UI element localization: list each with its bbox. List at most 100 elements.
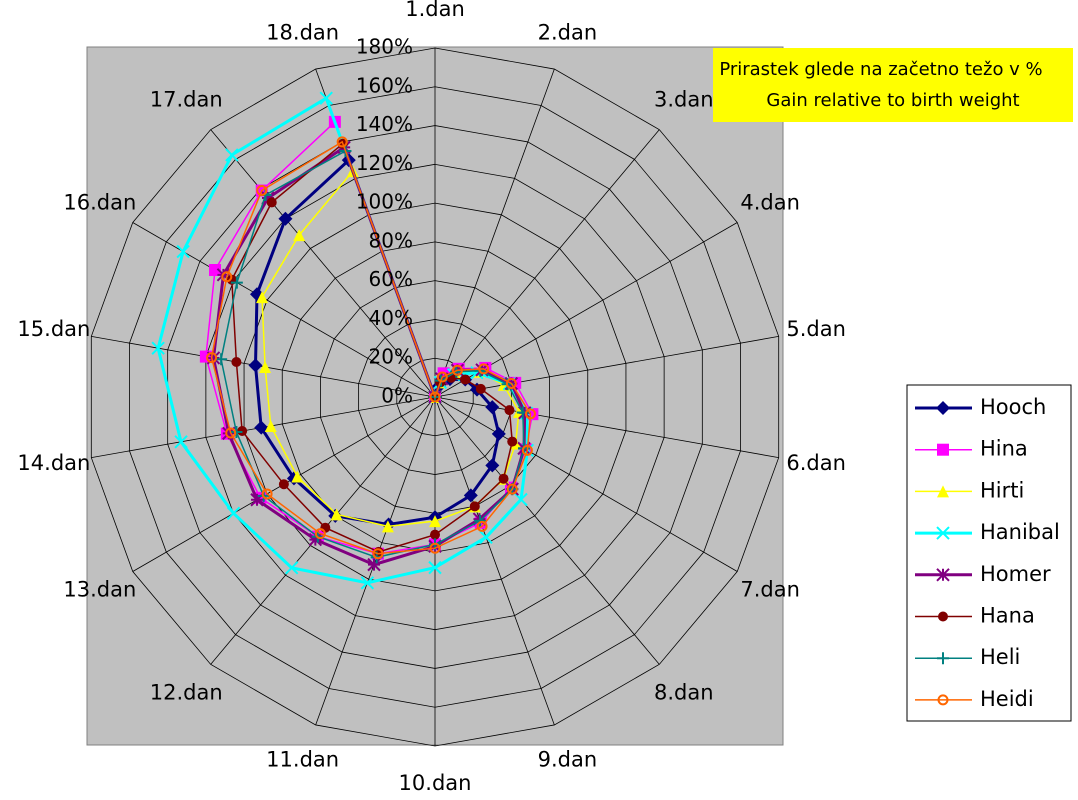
title-box bbox=[713, 48, 1073, 122]
marker bbox=[291, 470, 304, 483]
category-label: 13.dan bbox=[63, 578, 136, 602]
marker bbox=[226, 506, 241, 521]
marker bbox=[254, 420, 269, 435]
marker bbox=[256, 185, 268, 197]
marker bbox=[474, 514, 487, 527]
category-label: 4.dan bbox=[740, 191, 800, 215]
marker bbox=[937, 443, 949, 456]
marker bbox=[475, 383, 486, 394]
legend-label: Hirti bbox=[980, 478, 1024, 502]
marker bbox=[504, 405, 515, 416]
marker bbox=[264, 419, 277, 432]
marker bbox=[278, 479, 289, 490]
marker bbox=[278, 211, 293, 226]
y-tick-label: 120% bbox=[356, 151, 413, 175]
marker bbox=[209, 264, 222, 277]
category-label: 9.dan bbox=[538, 748, 598, 772]
marker bbox=[936, 568, 950, 582]
marker bbox=[937, 652, 949, 665]
spoke bbox=[434, 68, 555, 398]
marker bbox=[524, 408, 536, 420]
marker bbox=[936, 401, 950, 415]
category-label: 11.dan bbox=[266, 748, 339, 772]
marker bbox=[319, 91, 333, 105]
y-tick-label: 160% bbox=[356, 73, 413, 97]
category-label: 5.dan bbox=[786, 317, 846, 341]
category-label: 3.dan bbox=[654, 88, 714, 112]
legend-label: Hina bbox=[980, 437, 1028, 461]
spoke bbox=[210, 129, 436, 398]
marker bbox=[514, 492, 528, 507]
marker bbox=[237, 426, 248, 437]
legend-label: Hana bbox=[980, 604, 1035, 628]
y-tick-label: 20% bbox=[369, 345, 413, 369]
legend-label: Hanibal bbox=[980, 520, 1060, 544]
chart-title: Prirastek glede na začetno težo v % bbox=[719, 59, 1042, 80]
legend-label: Heli bbox=[980, 645, 1020, 669]
category-label: 10.dan bbox=[399, 771, 472, 795]
marker bbox=[266, 197, 277, 208]
category-label: 14.dan bbox=[17, 451, 90, 475]
marker bbox=[491, 426, 506, 441]
marker bbox=[478, 363, 490, 375]
marker bbox=[936, 526, 950, 540]
marker bbox=[206, 351, 221, 365]
marker bbox=[259, 361, 272, 374]
marker bbox=[429, 515, 441, 528]
y-tick-label: 140% bbox=[356, 112, 413, 136]
marker bbox=[506, 483, 518, 495]
y-tick-label: 0% bbox=[381, 384, 413, 408]
marker bbox=[476, 520, 488, 532]
marker bbox=[937, 694, 949, 706]
y-tick-label: 40% bbox=[369, 306, 413, 330]
marker bbox=[507, 436, 518, 447]
marker bbox=[261, 488, 273, 500]
category-label: 6.dan bbox=[786, 451, 846, 475]
marker bbox=[225, 427, 237, 439]
spoke bbox=[434, 129, 660, 398]
marker bbox=[248, 358, 263, 373]
marker bbox=[314, 528, 326, 540]
marker bbox=[436, 371, 448, 383]
marker bbox=[463, 488, 478, 503]
marker bbox=[460, 374, 471, 385]
spoke bbox=[434, 396, 738, 572]
spoke bbox=[434, 396, 660, 665]
marker bbox=[230, 276, 243, 289]
marker bbox=[225, 148, 239, 162]
spoke bbox=[315, 396, 436, 726]
category-label: 2.dan bbox=[538, 20, 598, 44]
category-label: 7.dan bbox=[740, 578, 800, 602]
y-tick-label: 180% bbox=[356, 35, 413, 59]
marker bbox=[308, 532, 323, 547]
marker bbox=[360, 576, 375, 590]
marker bbox=[505, 378, 517, 390]
marker bbox=[330, 508, 343, 521]
marker bbox=[937, 485, 949, 498]
marker bbox=[174, 435, 188, 449]
marker bbox=[521, 444, 533, 456]
marker bbox=[256, 291, 269, 304]
marker bbox=[215, 353, 228, 366]
category-label: 16.dan bbox=[63, 191, 136, 215]
marker bbox=[284, 561, 299, 575]
spoke bbox=[434, 396, 555, 726]
category-label: 12.dan bbox=[150, 680, 223, 704]
marker bbox=[485, 458, 500, 473]
category-label: 17.dan bbox=[150, 88, 223, 112]
marker bbox=[336, 136, 348, 148]
spoke bbox=[434, 336, 779, 398]
marker bbox=[230, 426, 243, 439]
marker bbox=[938, 611, 948, 622]
marker bbox=[381, 520, 394, 533]
marker bbox=[372, 548, 384, 560]
marker bbox=[367, 557, 381, 572]
marker bbox=[231, 356, 242, 367]
marker bbox=[428, 560, 442, 575]
category-label: 18.dan bbox=[266, 20, 339, 44]
y-tick-label: 80% bbox=[369, 228, 413, 252]
marker bbox=[320, 522, 331, 533]
category-label: 1.dan bbox=[405, 0, 465, 21]
y-tick-label: 60% bbox=[369, 267, 413, 291]
